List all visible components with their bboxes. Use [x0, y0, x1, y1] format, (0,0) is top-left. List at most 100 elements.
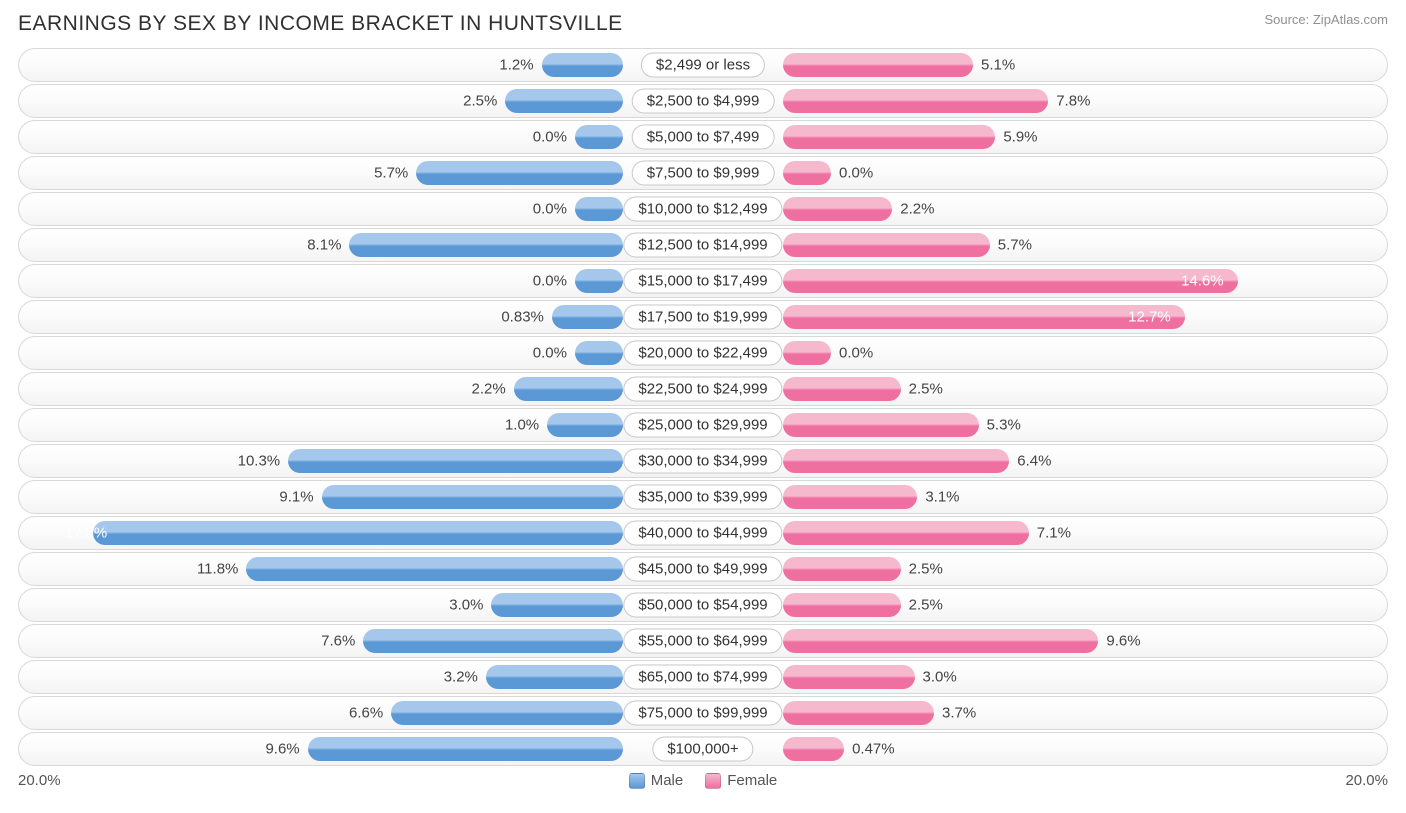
chart-row: 9.1% 3.1% $35,000 to $39,999 — [18, 480, 1388, 514]
chart-row: 5.7%0.0%$7,500 to $9,999 — [18, 156, 1388, 190]
male-bar — [322, 485, 623, 509]
bracket-label: $65,000 to $74,999 — [623, 665, 782, 690]
male-bar — [349, 233, 623, 257]
male-value-label: 0.0% — [533, 345, 567, 362]
chart-row: 10.3%6.4%$30,000 to $34,999 — [18, 444, 1388, 478]
chart-row: 3.0%2.5%$50,000 to $54,999 — [18, 588, 1388, 622]
male-bar — [486, 665, 623, 689]
female-value-label: 7.1% — [1037, 525, 1071, 542]
female-value-label: 5.9% — [1003, 129, 1037, 146]
male-value-label: 5.7% — [374, 165, 408, 182]
male-bar — [363, 629, 623, 653]
female-bar — [783, 737, 844, 761]
legend-male-label: Male — [651, 772, 684, 789]
male-bar — [575, 341, 623, 365]
female-bar — [783, 593, 901, 617]
male-bar — [575, 125, 623, 149]
male-bar — [246, 557, 623, 581]
female-value-label: 3.7% — [942, 705, 976, 722]
male-value-label: 1.0% — [505, 417, 539, 434]
bracket-label: $10,000 to $12,499 — [623, 197, 782, 222]
female-bar — [783, 305, 1185, 329]
male-bar — [552, 305, 623, 329]
female-value-label: 2.5% — [909, 381, 943, 398]
female-bar — [783, 665, 915, 689]
bracket-label: $25,000 to $29,999 — [623, 413, 782, 438]
female-value-label: 9.6% — [1106, 633, 1140, 650]
bracket-label: $40,000 to $44,999 — [623, 521, 782, 546]
female-bar — [783, 485, 917, 509]
female-bar — [783, 197, 892, 221]
diverging-bar-chart: 1.2% 5.1% $2,499 or less 2.5%7.8%$2,500 to … — [18, 48, 1388, 766]
bracket-label: $100,000+ — [652, 737, 753, 762]
male-value-label: 9.1% — [279, 489, 313, 506]
male-bar — [288, 449, 623, 473]
male-value-label: 10.3% — [238, 453, 281, 470]
chart-row: 0.0%5.9%$5,000 to $7,499 — [18, 120, 1388, 154]
legend: Male Female — [629, 772, 778, 789]
female-swatch-icon — [705, 773, 721, 789]
male-value-label: 0.83% — [501, 309, 544, 326]
bracket-label: $45,000 to $49,999 — [623, 557, 782, 582]
female-bar — [783, 557, 901, 581]
chart-title: EARNINGS BY SEX BY INCOME BRACKET IN HUN… — [18, 12, 623, 36]
female-value-label: 6.4% — [1017, 453, 1051, 470]
bracket-label: $35,000 to $39,999 — [623, 485, 782, 510]
male-bar — [491, 593, 623, 617]
chart-row: 1.2% 5.1% $2,499 or less — [18, 48, 1388, 82]
male-bar — [547, 413, 623, 437]
source-attribution: Source: ZipAtlas.com — [1264, 12, 1388, 27]
bracket-label: $2,500 to $4,999 — [632, 89, 775, 114]
chart-row: 7.6%9.6%$55,000 to $64,999 — [18, 624, 1388, 658]
bracket-label: $12,500 to $14,999 — [623, 233, 782, 258]
male-bar — [542, 53, 623, 77]
female-value-label: 5.7% — [998, 237, 1032, 254]
chart-row: 6.6%3.7%$75,000 to $99,999 — [18, 696, 1388, 730]
chart-row: 1.0% 5.3% $25,000 to $29,999 — [18, 408, 1388, 442]
chart-row: 8.1% 5.7% $12,500 to $14,999 — [18, 228, 1388, 262]
male-bar — [575, 197, 623, 221]
chart-row: 0.0% 0.0% $20,000 to $22,499 — [18, 336, 1388, 370]
male-value-label: 7.6% — [321, 633, 355, 650]
male-value-label: 0.0% — [533, 129, 567, 146]
male-bar — [93, 521, 623, 545]
chart-footer: 20.0% Male Female 20.0% — [18, 772, 1388, 789]
female-bar — [783, 341, 831, 365]
male-value-label: 2.2% — [472, 381, 506, 398]
male-bar — [416, 161, 623, 185]
bracket-label: $22,500 to $24,999 — [623, 377, 782, 402]
female-bar — [783, 233, 990, 257]
chart-row: 9.6%0.47%$100,000+ — [18, 732, 1388, 766]
male-value-label: 8.1% — [307, 237, 341, 254]
bracket-label: $20,000 to $22,499 — [623, 341, 782, 366]
female-value-label: 12.7% — [1128, 309, 1171, 326]
female-value-label: 5.1% — [981, 57, 1015, 74]
bracket-label: $17,500 to $19,999 — [623, 305, 782, 330]
male-value-label: 0.0% — [533, 273, 567, 290]
female-value-label: 3.1% — [925, 489, 959, 506]
male-bar — [575, 269, 623, 293]
chart-row: 2.5%7.8%$2,500 to $4,999 — [18, 84, 1388, 118]
chart-row: 3.2%3.0%$65,000 to $74,999 — [18, 660, 1388, 694]
chart-row: 0.0%14.6%$15,000 to $17,499 — [18, 264, 1388, 298]
bracket-label: $50,000 to $54,999 — [623, 593, 782, 618]
male-bar — [505, 89, 623, 113]
male-value-label: 9.6% — [265, 741, 299, 758]
female-value-label: 2.5% — [909, 597, 943, 614]
female-value-label: 14.6% — [1181, 273, 1224, 290]
female-bar — [783, 125, 995, 149]
axis-max-left: 20.0% — [18, 772, 61, 789]
female-value-label: 0.0% — [839, 345, 873, 362]
male-bar — [514, 377, 623, 401]
male-value-label: 11.8% — [197, 561, 238, 578]
male-value-label: 6.6% — [349, 705, 383, 722]
female-value-label: 5.3% — [987, 417, 1021, 434]
female-bar — [783, 413, 979, 437]
bracket-label: $2,499 or less — [641, 53, 765, 78]
male-value-label: 0.0% — [533, 201, 567, 218]
male-value-label: 17.3% — [65, 525, 108, 542]
female-value-label: 2.2% — [900, 201, 934, 218]
female-value-label: 2.5% — [909, 561, 943, 578]
chart-row: 0.83% 12.7% $17,500 to $19,999 — [18, 300, 1388, 334]
male-value-label: 1.2% — [499, 57, 533, 74]
